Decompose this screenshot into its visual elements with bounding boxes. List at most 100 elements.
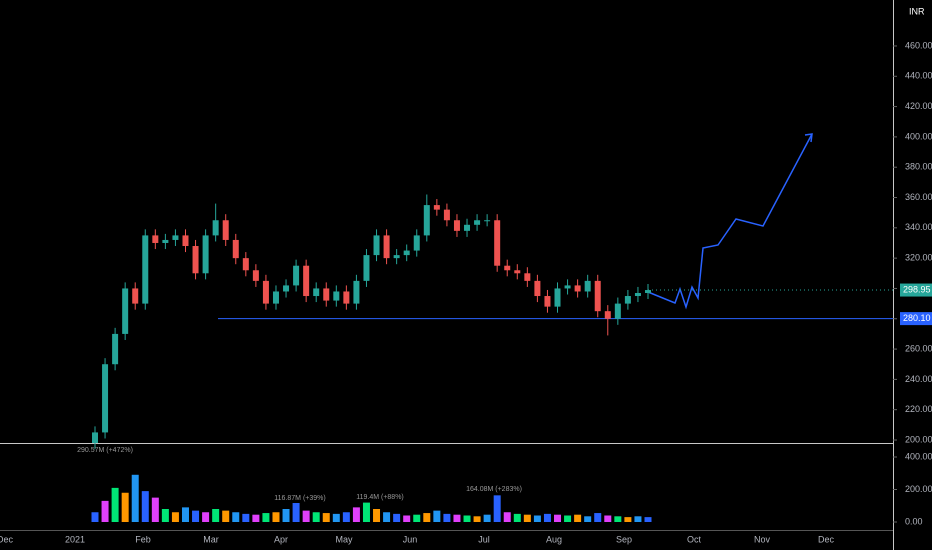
y-tick-label: 460.00	[905, 40, 932, 50]
support-label: 280.10	[903, 313, 931, 323]
candle-body	[182, 235, 189, 247]
y-tick-label: 240.00	[905, 374, 932, 384]
volume-tick-label: 200.00	[905, 484, 932, 494]
volume-bar	[192, 510, 200, 522]
volume-bar	[463, 515, 471, 522]
candle-body	[333, 291, 340, 301]
candle-body	[162, 239, 169, 243]
candle-body	[192, 246, 199, 274]
candle-body	[303, 265, 310, 297]
candle-body	[464, 224, 471, 231]
volume-bar	[312, 512, 320, 522]
time-label: Oct	[687, 534, 702, 544]
y-tick-label: 220.00	[905, 404, 932, 414]
candle-body	[112, 333, 119, 365]
y-tick-label: 400.00	[905, 131, 932, 141]
volume-bar	[614, 516, 622, 522]
volume-bar	[594, 513, 602, 522]
volume-bar	[131, 474, 139, 522]
volume-bar	[443, 513, 451, 522]
volume-bar	[543, 513, 551, 522]
volume-bar	[584, 516, 592, 522]
volume-annotation: 116.87M (+39%)	[274, 495, 325, 502]
volume-bar	[413, 514, 421, 522]
candle-body	[393, 255, 400, 259]
candle-body	[262, 280, 269, 304]
candle-body	[604, 311, 611, 319]
candle-body	[584, 280, 591, 292]
volume-bar	[282, 509, 290, 522]
candle-body	[222, 220, 229, 240]
volume-bar	[604, 515, 612, 522]
candle-body	[484, 220, 491, 222]
y-tick-label: 320.00	[905, 253, 932, 263]
time-label: 2021	[65, 534, 85, 544]
candle-body	[645, 290, 651, 293]
candle-body	[283, 285, 290, 292]
volume-bar	[393, 513, 401, 522]
candle-body	[343, 291, 350, 304]
time-label: Dec	[818, 534, 835, 544]
volume-bar	[533, 515, 541, 522]
candle-body	[323, 288, 330, 301]
candle-body	[453, 220, 460, 231]
support-label-box	[900, 312, 932, 326]
currency-label: INR	[909, 6, 925, 16]
volume-bar	[554, 514, 562, 522]
volume-bar	[222, 510, 230, 522]
time-label: Mar	[203, 534, 219, 544]
volume-bar	[91, 512, 99, 522]
volume-bar	[332, 513, 340, 522]
time-label: Feb	[135, 534, 151, 544]
volume-bar	[453, 514, 461, 522]
volume-bar	[322, 513, 330, 522]
candle-body	[514, 270, 521, 274]
volume-bar	[181, 507, 189, 522]
volume-tick-label: 0.00	[905, 516, 923, 526]
time-label: Aug	[546, 534, 562, 544]
volume-bar	[574, 514, 582, 522]
volume-bar	[111, 487, 119, 522]
candle-body	[122, 288, 129, 334]
candle-body	[594, 280, 601, 312]
candle-body	[202, 235, 209, 274]
candle-body	[172, 235, 179, 240]
candle-body	[252, 270, 259, 281]
y-tick-label: 440.00	[905, 71, 932, 81]
volume-bar	[624, 517, 632, 522]
volume-tick-label: 400.00	[905, 451, 932, 461]
volume-bar	[272, 512, 280, 522]
y-tick-label: 340.00	[905, 222, 932, 232]
y-tick-label: 360.00	[905, 192, 932, 202]
volume-bar	[352, 507, 360, 522]
time-label: Apr	[274, 534, 288, 544]
volume-bar	[202, 512, 210, 522]
volume-bar	[292, 503, 300, 522]
time-label: Sep	[616, 534, 632, 544]
volume-bar	[523, 514, 531, 522]
candle-body	[373, 235, 380, 256]
candle-body	[212, 220, 219, 236]
time-label: Jun	[403, 534, 418, 544]
y-tick-label: 200.00	[905, 434, 932, 444]
candle-body	[554, 288, 561, 307]
volume-bar	[262, 513, 270, 522]
volume-annotation: 119.4M (+88%)	[356, 494, 404, 501]
candle-body	[423, 205, 430, 236]
y-tick-label: 260.00	[905, 343, 932, 353]
volume-bar	[423, 513, 431, 522]
volume-bar	[513, 513, 521, 522]
candle-body	[574, 285, 581, 292]
y-tick-label: 420.00	[905, 101, 932, 111]
candle-body	[433, 205, 440, 210]
candle-body	[413, 235, 420, 251]
candle-body	[474, 220, 481, 225]
volume-bar	[161, 509, 169, 522]
candle-body	[132, 288, 139, 304]
time-label: Nov	[754, 534, 771, 544]
last-price-label: 298.95	[903, 284, 931, 294]
candle-body	[504, 265, 511, 271]
volume-bar	[503, 512, 511, 522]
volume-bar	[403, 515, 411, 522]
